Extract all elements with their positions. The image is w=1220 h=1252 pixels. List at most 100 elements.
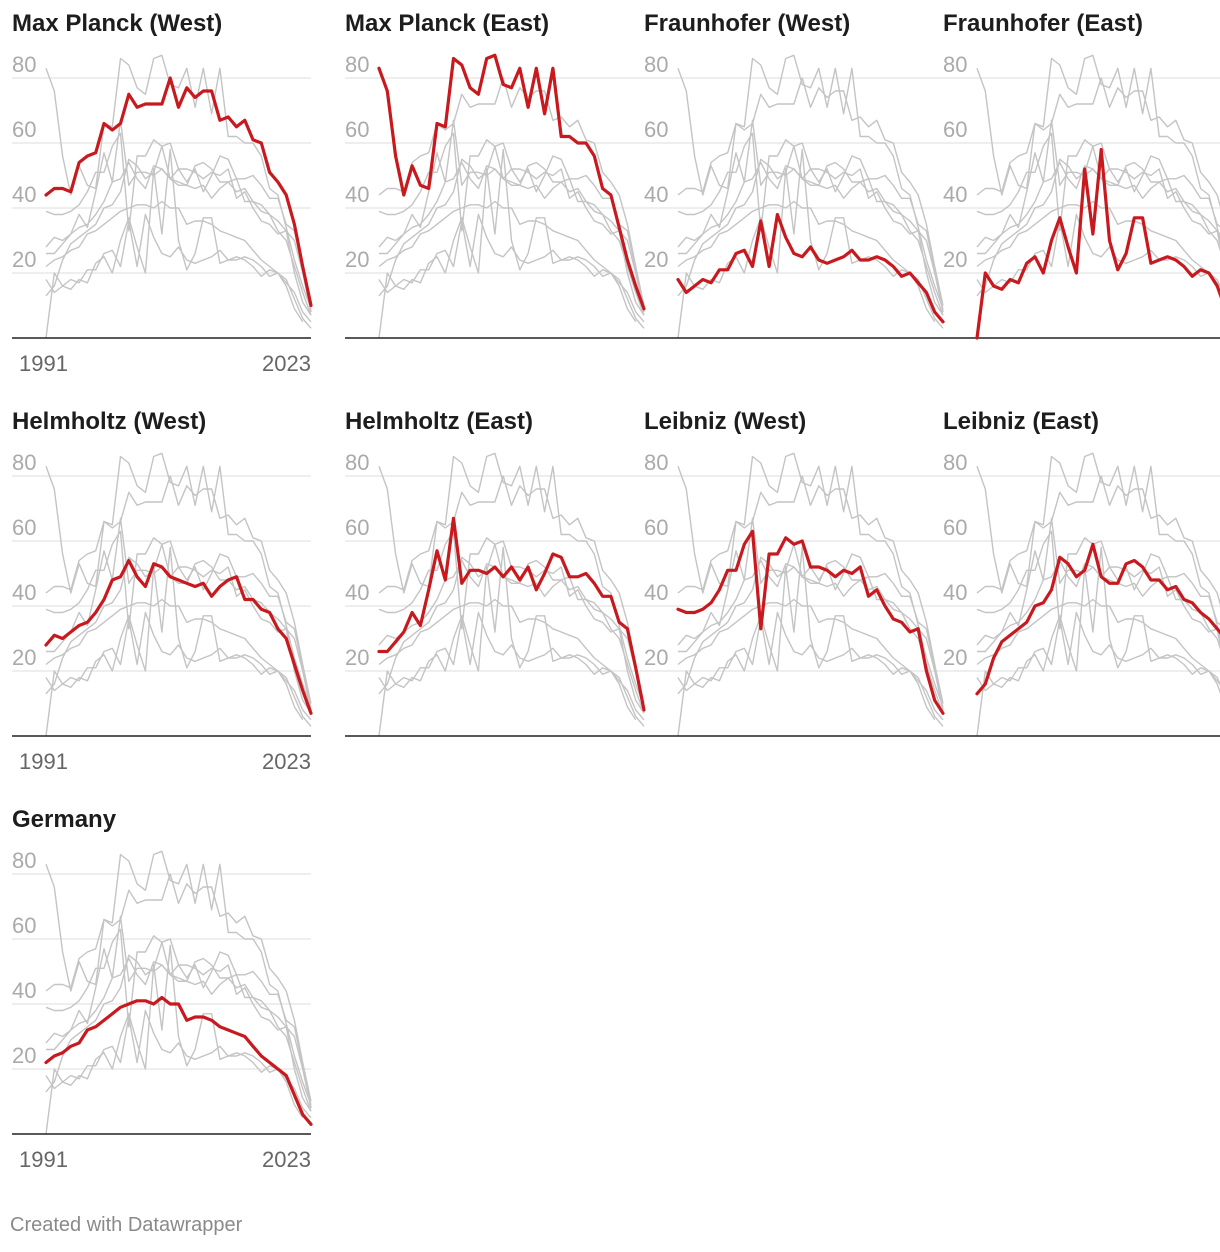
- y-tick-label: 40: [943, 182, 967, 207]
- panel-plot: 20 40 60 80: [644, 52, 945, 339]
- y-tick-label: 80: [12, 450, 36, 475]
- context-line-max-planck-west: [677, 77, 944, 306]
- chart-panel-helmholtz-east: Helmholtz (East) 20 40 60 80: [333, 398, 646, 783]
- y-tick-label: 60: [12, 117, 36, 142]
- context-line-leibniz-east: [45, 145, 312, 313]
- highlight-line-max-planck-east: [377, 53, 646, 311]
- y-tick-label: 60: [943, 117, 967, 142]
- context-line-max-planck-west: [378, 475, 645, 704]
- context-line-fraunhofer-east: [677, 546, 936, 737]
- y-tick-label: 20: [943, 645, 967, 670]
- context-line-leibniz-west: [45, 928, 312, 1112]
- x-tick-label-start: 1991: [19, 351, 68, 376]
- highlight-line-max-planck-west: [44, 76, 313, 308]
- context-line-leibniz-west: [976, 132, 1220, 249]
- context-line-germany: [45, 200, 312, 329]
- panel-plot: 20 40 60 80 1991 2023: [12, 848, 313, 1172]
- panel-title: Fraunhofer (East): [943, 10, 1144, 37]
- panel-plot: 20 40 60 80: [943, 52, 1220, 340]
- context-line-germany: [976, 200, 1220, 288]
- context-line-fraunhofer-west: [378, 611, 645, 721]
- context-line-fraunhofer-east: [976, 546, 1220, 737]
- panel-title: Max Planck (East): [345, 10, 550, 37]
- y-tick-label: 60: [943, 515, 967, 540]
- context-line-fraunhofer-west: [45, 611, 312, 721]
- context-line-max-planck-west: [976, 475, 1220, 606]
- chart-panel-max-planck-east: Max Planck (East) 20 40 60 80: [333, 0, 646, 385]
- panel-title: Germany: [12, 806, 117, 833]
- y-tick-label: 60: [12, 913, 36, 938]
- y-tick-label: 40: [644, 580, 668, 605]
- highlight-line-helmholtz-east: [377, 516, 646, 712]
- y-tick-label: 60: [644, 117, 668, 142]
- chart-panel-leibniz-west: Leibniz (West) 20 40 60 80: [632, 398, 945, 783]
- context-line-leibniz-east: [45, 941, 312, 1109]
- context-line-fraunhofer-west: [45, 1009, 312, 1119]
- context-line-leibniz-west: [45, 132, 312, 316]
- x-tick-label-start: 1991: [19, 749, 68, 774]
- chart-panel-fraunhofer-east: Fraunhofer (East) 20 40 60 80: [931, 0, 1220, 385]
- context-line-leibniz-east: [976, 145, 1220, 297]
- context-line-max-planck-west: [45, 873, 312, 1102]
- y-tick-label: 80: [345, 450, 369, 475]
- context-line-fraunhofer-west: [378, 213, 645, 323]
- context-line-max-planck-west: [677, 475, 944, 704]
- x-tick-label-start: 1991: [19, 1147, 68, 1172]
- y-tick-label: 20: [345, 247, 369, 272]
- panel-plot: 20 40 60 80: [943, 450, 1220, 737]
- context-line-leibniz-east: [677, 145, 944, 313]
- context-line-fraunhofer-east: [45, 148, 304, 339]
- panel-plot: 20 40 60 80 1991 2023: [12, 52, 313, 376]
- context-line-helmholtz-west: [976, 161, 1220, 252]
- context-line-leibniz-east: [45, 543, 312, 711]
- panel-plot: 20 40 60 80: [644, 450, 945, 737]
- context-line-leibniz-west: [677, 132, 944, 316]
- chart-panel-leibniz-east: Leibniz (East) 20 40 60 80: [931, 398, 1220, 783]
- context-line-helmholtz-west: [677, 559, 944, 714]
- highlight-line-fraunhofer-east: [975, 147, 1220, 340]
- panel-title: Fraunhofer (West): [644, 10, 851, 37]
- context-line-fraunhofer-east: [45, 944, 304, 1135]
- chart-panel-germany: Germany 20 40 60 80 1991 2023: [0, 796, 313, 1181]
- y-tick-label: 20: [12, 1043, 36, 1068]
- panel-plot: 20 40 60 80: [345, 450, 646, 737]
- y-tick-label: 20: [345, 645, 369, 670]
- context-line-leibniz-west: [976, 530, 1220, 647]
- y-tick-label: 40: [12, 978, 36, 1003]
- context-line-max-planck-west: [378, 77, 645, 306]
- y-tick-label: 20: [12, 247, 36, 272]
- context-line-leibniz-east: [378, 145, 645, 313]
- context-line-fraunhofer-east: [378, 546, 637, 737]
- context-line-helmholtz-west: [976, 559, 1220, 650]
- y-tick-label: 20: [943, 247, 967, 272]
- chart-panel-max-planck-west: Max Planck (West) 20 40 60 80 1991 2023: [0, 0, 313, 385]
- context-line-germany: [677, 598, 944, 727]
- panel-title: Leibniz (East): [943, 408, 1100, 435]
- y-tick-label: 80: [345, 52, 369, 77]
- chart-panel-helmholtz-west: Helmholtz (West) 20 40 60 80 1991 2023: [0, 398, 313, 783]
- y-tick-label: 40: [345, 580, 369, 605]
- y-tick-label: 40: [943, 580, 967, 605]
- y-tick-label: 80: [644, 52, 668, 77]
- context-line-germany: [677, 200, 944, 329]
- y-tick-label: 20: [644, 645, 668, 670]
- highlight-line-leibniz-west: [676, 529, 945, 715]
- context-line-helmholtz-west: [378, 161, 645, 316]
- context-line-leibniz-west: [45, 530, 312, 714]
- y-tick-label: 40: [12, 580, 36, 605]
- context-line-fraunhofer-west: [45, 213, 312, 323]
- y-tick-label: 60: [644, 515, 668, 540]
- context-line-fraunhofer-west: [677, 611, 944, 721]
- y-tick-label: 60: [345, 515, 369, 540]
- y-tick-label: 80: [943, 52, 967, 77]
- context-line-germany: [976, 598, 1220, 686]
- context-line-helmholtz-east: [977, 119, 1220, 255]
- y-tick-label: 40: [644, 182, 668, 207]
- y-tick-label: 80: [12, 848, 36, 873]
- context-line-fraunhofer-east: [677, 148, 936, 339]
- panel-title: Helmholtz (West): [12, 408, 207, 435]
- y-tick-label: 20: [644, 247, 668, 272]
- context-line-germany: [378, 598, 645, 727]
- x-tick-label-end: 2023: [262, 1147, 311, 1172]
